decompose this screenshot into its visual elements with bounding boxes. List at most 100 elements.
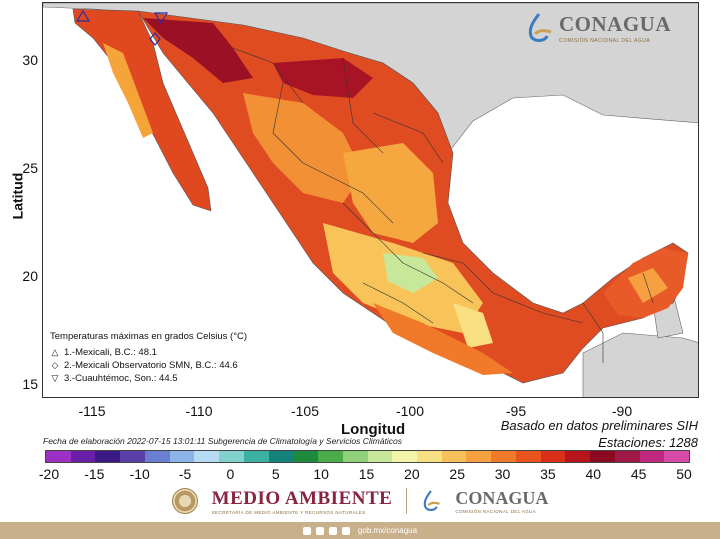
- conagua-drop-icon: [528, 13, 552, 42]
- ytick-25: 25: [22, 160, 38, 176]
- conagua-logo-top: CONAGUA COMISIÓN NACIONAL DEL AGUA: [525, 12, 671, 44]
- colorbar-segment: [144, 451, 170, 462]
- central-america-land: [582, 332, 698, 397]
- instagram-icon[interactable]: [328, 526, 337, 535]
- colorbar-segment: [441, 451, 467, 462]
- social-bar: gob.mx/conagua: [0, 522, 720, 539]
- baja-california-mild: [103, 43, 153, 138]
- colorbar-tick-label: -20: [38, 466, 60, 482]
- colorbar-tick-label: 35: [540, 466, 556, 482]
- xtick-115: -115: [78, 403, 106, 419]
- facebook-icon[interactable]: [302, 526, 311, 535]
- source-note-line1: Basado en datos preliminares SIH: [500, 418, 698, 433]
- colorbar-tick-label: 25: [449, 466, 465, 482]
- hot-zone-sonora: [143, 18, 253, 83]
- colorbar-tick-label: 20: [404, 466, 420, 482]
- mild-zone-2: [453, 303, 493, 348]
- gob-url-link[interactable]: gob.mx/conagua: [357, 526, 418, 535]
- colorbar-segment: [194, 451, 220, 462]
- warm-zone-1: [243, 93, 363, 203]
- legend-item: ▽ 3.-Cuauhtémoc, Son.: 44.5: [50, 372, 330, 385]
- colorbar-segment: [219, 451, 244, 462]
- colorbar-tick-label: 0: [226, 466, 235, 482]
- conagua-footer-subtitle: COMISIÓN NACIONAL DEL AGUA: [455, 509, 537, 514]
- colorbar-tick-label: 40: [585, 466, 602, 482]
- colorbar-tick-label: 45: [630, 466, 647, 482]
- colorbar-segment: [70, 451, 96, 462]
- conagua-name: CONAGUA: [559, 12, 671, 36]
- colorbar-segment: [565, 451, 591, 462]
- hot-zone-chihuahua: [273, 58, 373, 98]
- colorbar-tick-label: 5: [271, 466, 280, 482]
- colorbar-segment: [639, 451, 665, 462]
- y-axis-label: Latitud: [9, 172, 26, 220]
- colorbar-segment: [268, 451, 294, 462]
- colorbar-segment: [417, 451, 442, 462]
- x-axis-label: Longitud: [341, 421, 406, 438]
- warm-zone-2: [343, 143, 438, 243]
- colorbar-segment: [491, 451, 516, 462]
- xtick-105: -105: [290, 403, 320, 419]
- diamond-icon: ◇: [51, 360, 59, 370]
- conagua-subtitle: COMISIÓN NACIONAL DEL AGUA: [559, 38, 651, 44]
- legend-item: △ 1.-Mexicali, B.C.: 48.1: [50, 346, 330, 359]
- twitter-icon[interactable]: [315, 526, 324, 535]
- logo-divider: [406, 488, 408, 514]
- xtick-100: -100: [395, 403, 425, 419]
- medio-ambiente-title: MEDIO AMBIENTE: [211, 487, 393, 509]
- colorbar-segment: [515, 451, 541, 462]
- temperature-colorbar: [45, 450, 690, 463]
- conagua-logo-footer: CONAGUA COMISIÓN NACIONAL DEL AGUA: [455, 488, 548, 514]
- source-note: Basado en datos preliminares SIH Estacio…: [501, 417, 698, 451]
- legend-title: Temperaturas máximas en grados Celsius (…: [50, 331, 248, 342]
- colorbar-segment: [169, 451, 195, 462]
- legend-item-text: 1.-Mexicali, B.C.: 48.1: [64, 347, 157, 358]
- colorbar-segment: [46, 451, 71, 462]
- warm-zone-yucatan: [628, 268, 668, 303]
- colorbar-segment: [243, 451, 269, 462]
- colorbar-tick-label: 30: [494, 466, 511, 482]
- ytick-20: 20: [22, 268, 38, 284]
- state-borders: [232, 47, 654, 363]
- colorbar-tick-label: 15: [358, 466, 375, 482]
- source-note-line2: Estaciones: 1288: [598, 435, 698, 450]
- colorbar-segment: [367, 451, 393, 462]
- station-3-cuauhtemoc-marker: [153, 12, 169, 25]
- triangle-up-icon: △: [51, 347, 59, 357]
- colorbar-segment: [342, 451, 368, 462]
- station-1-mexicali-marker: [75, 9, 91, 22]
- triangle-down-icon: ▽: [51, 373, 59, 383]
- ytick-30: 30: [22, 52, 38, 68]
- colorbar-tick-label: -10: [129, 466, 150, 482]
- colorbar-tick-label: -15: [84, 466, 105, 482]
- youtube-icon[interactable]: [341, 526, 350, 535]
- mexico-seal-icon: [171, 488, 198, 514]
- legend-item: ◇ 2.-Mexicali Observatorio SMN, B.C.: 44…: [50, 359, 330, 372]
- colorbar-segment: [293, 451, 319, 462]
- footer-logos: MEDIO AMBIENTE SECRETARÍA DE MEDIO AMBIE…: [0, 482, 720, 520]
- colorbar-segment: [540, 451, 566, 462]
- ytick-15: 15: [22, 376, 38, 392]
- conagua-drop-icon: [424, 490, 441, 511]
- colorbar-tick-label: 50: [676, 466, 692, 482]
- colorbar-segment: [392, 451, 418, 462]
- xtick-90: -90: [611, 403, 633, 419]
- colorbar-segment: [120, 451, 145, 462]
- colorbar-segment: [614, 451, 640, 462]
- mild-zone-center: [383, 253, 438, 293]
- medio-ambiente-subtitle: SECRETARÍA DE MEDIO AMBIENTE Y RECURSOS …: [211, 509, 366, 515]
- station-2-observatorio-marker: [149, 32, 161, 46]
- conagua-footer-title: CONAGUA: [455, 488, 549, 508]
- fecha-elaboracion: Fecha de elaboración 2022-07-15 13:01:11…: [43, 436, 402, 446]
- colorbar-segment: [664, 451, 690, 462]
- colorbar-segment: [466, 451, 492, 462]
- colorbar-segment: [318, 451, 343, 462]
- station-legend: Temperaturas máximas en grados Celsius (…: [50, 330, 330, 385]
- legend-item-text: 2.-Mexicali Observatorio SMN, B.C.: 44.6: [64, 360, 238, 371]
- legend-item-text: 3.-Cuauhtémoc, Son.: 44.5: [64, 373, 178, 384]
- xtick-110: -110: [185, 403, 213, 419]
- medio-ambiente-logo: MEDIO AMBIENTE SECRETARÍA DE MEDIO AMBIE…: [212, 488, 393, 515]
- warm-zone-pacific: [373, 303, 513, 375]
- colorbar-tick-label: 10: [313, 466, 329, 482]
- colorbar-tick-label: -5: [178, 466, 192, 482]
